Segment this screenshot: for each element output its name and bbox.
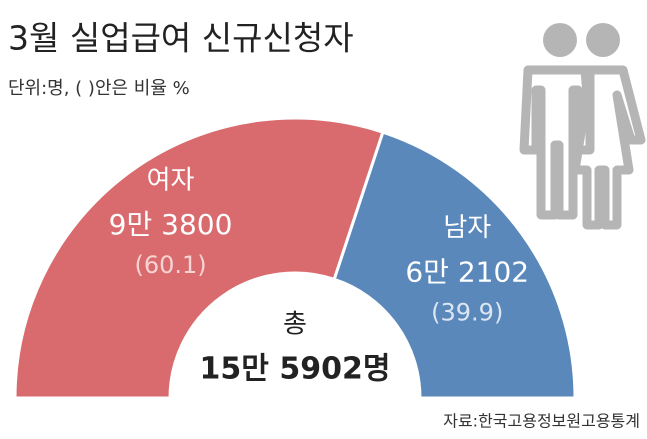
slice-category: 남자: [443, 213, 491, 243]
slice-percentage: (39.9): [431, 299, 503, 327]
slice-category: 여자: [147, 165, 195, 195]
total-label: 총: [283, 310, 307, 340]
pie-slice: [13, 116, 385, 400]
chart-title: 3월 실업급여 신규신청자: [8, 19, 354, 58]
slice-value: 6만 2102: [405, 256, 529, 289]
source: 자료:한국고용정보원고용통계: [443, 412, 640, 431]
chart-subtitle: 단위:명, ( )안은 비율 %: [8, 78, 190, 99]
total-value: 15만 5902명: [200, 352, 391, 387]
pie-slice: [332, 130, 577, 400]
people-icon: [519, 23, 646, 230]
slice-percentage: (60.1): [134, 251, 206, 279]
slice-value: 9만 3800: [109, 208, 233, 241]
